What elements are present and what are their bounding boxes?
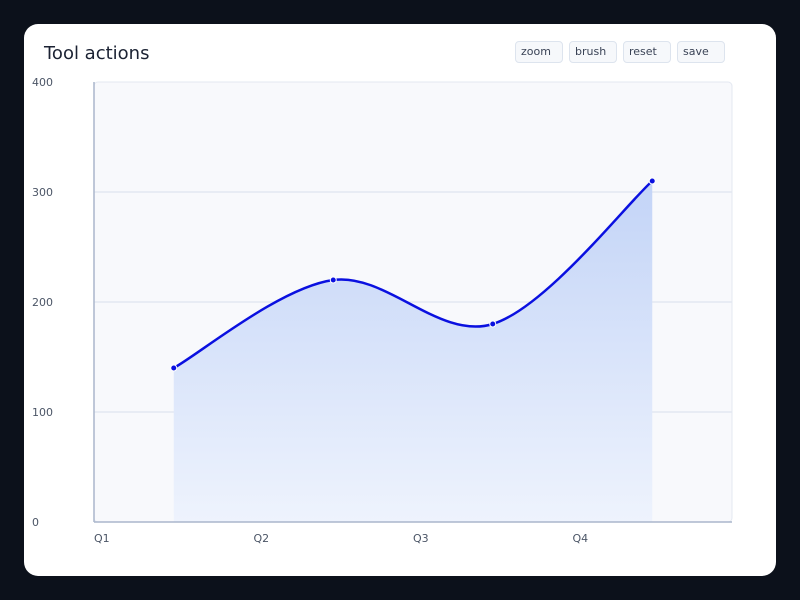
data-point[interactable] xyxy=(489,320,497,328)
series-line xyxy=(173,180,654,370)
brush-button[interactable]: brush xyxy=(569,41,617,63)
zoom-button[interactable]: zoom xyxy=(515,41,563,63)
data-point[interactable] xyxy=(170,364,178,372)
data-points xyxy=(170,177,656,372)
y-tick-label: 0 xyxy=(32,516,39,529)
x-tick-label: Q2 xyxy=(254,532,270,545)
save-button[interactable]: save xyxy=(677,41,725,63)
x-axis-ticks: Q1 Q2 Q3 Q4 xyxy=(94,532,588,545)
axes xyxy=(93,82,732,523)
data-point[interactable] xyxy=(329,276,337,284)
x-tick-label: Q4 xyxy=(573,532,589,545)
y-tick-label: 200 xyxy=(32,296,53,309)
reset-button[interactable]: reset xyxy=(623,41,671,63)
data-point[interactable] xyxy=(648,177,656,185)
x-tick-label: Q3 xyxy=(413,532,429,545)
chart-toolbar: zoom brush reset save xyxy=(515,41,725,63)
x-tick-label: Q1 xyxy=(94,532,110,545)
y-tick-label: 300 xyxy=(32,186,53,199)
chart-title: Tool actions xyxy=(44,43,150,64)
y-tick-label: 400 xyxy=(32,76,53,89)
y-axis-ticks: 0 100 200 300 400 xyxy=(32,76,53,529)
series-area xyxy=(173,181,653,522)
y-tick-label: 100 xyxy=(32,406,53,419)
